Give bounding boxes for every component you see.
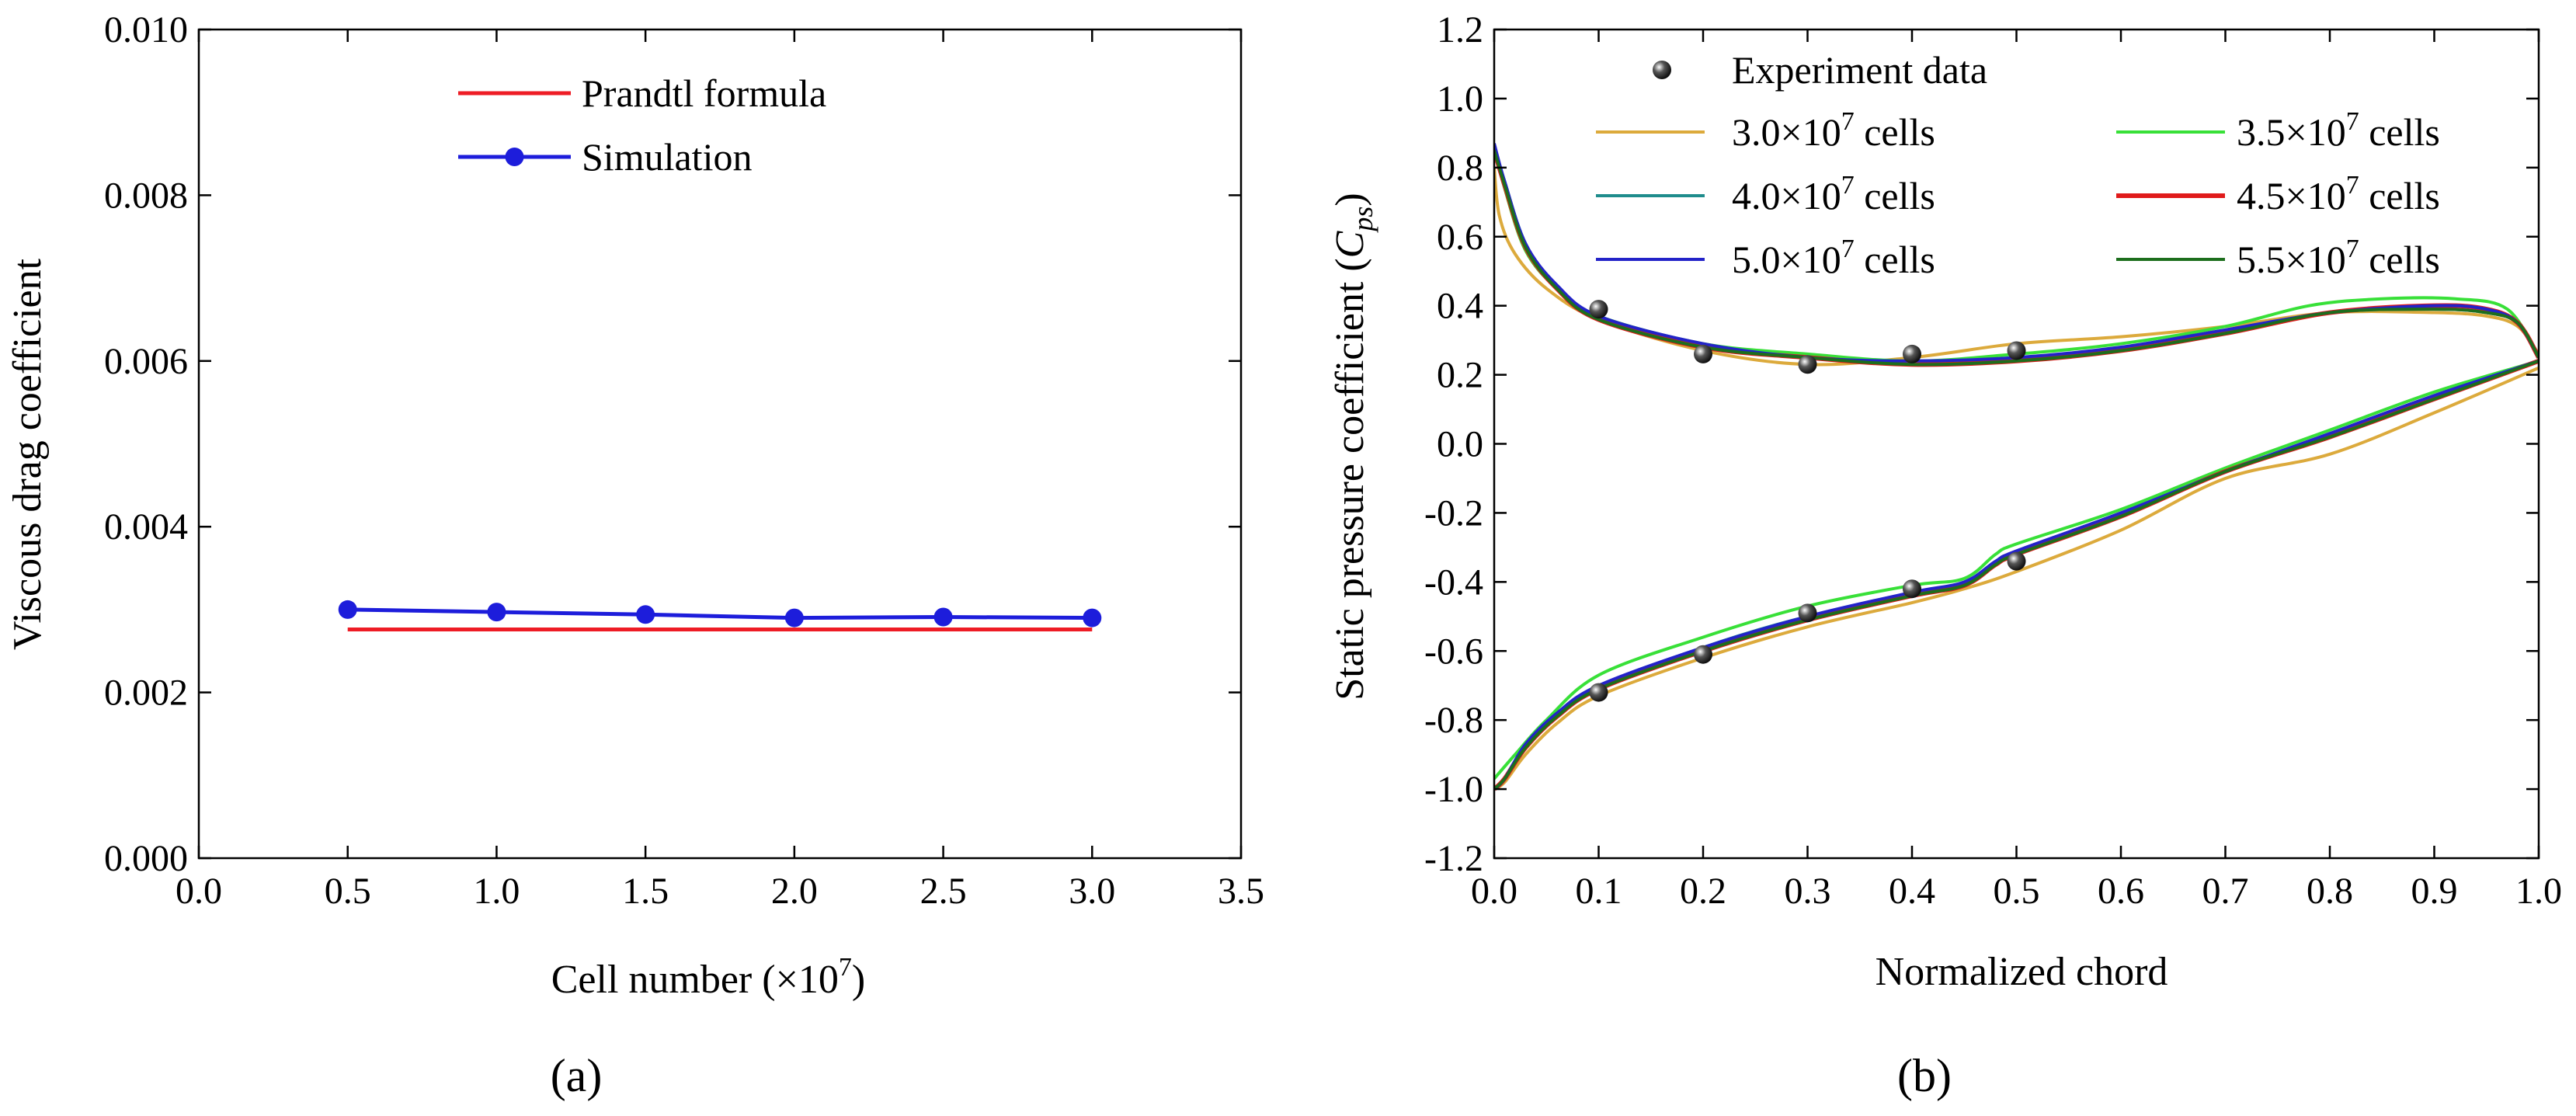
panel-b-x-tick-label: 1.0 [2515,871,2562,912]
panel-a-y-tick-label: 0.002 [104,673,188,714]
experiment-data-point [1903,579,1921,599]
legend-label-3.510-cells: 3.5×107 cells [2237,107,2440,154]
experiment-data-point [1589,683,1608,702]
panel-a-y-tick-label: 0.010 [104,9,188,50]
panel-b-x-tick-label: 0.7 [2202,871,2249,912]
simulation-point [487,603,506,622]
panel-b-y-tick-label: 0.8 [1437,148,1483,189]
panel-a-x-tick-label: 1.0 [473,871,520,912]
panel-b-y-tick-label: -0.6 [1424,631,1483,672]
panel-b-y-tick-label: -0.4 [1424,561,1483,603]
simulation-point [784,608,804,628]
panel-b-y-tick-label: 0.6 [1437,217,1483,258]
panel-b-x-tick-label: 0.5 [1994,871,2040,912]
experiment-data-point [2007,341,2026,360]
panel-b-y-tick-label: -0.8 [1424,700,1483,741]
experiment-data-point [1694,344,1712,363]
panel-a-x-axis-label: Cell number (×107) [551,953,865,1002]
panel-b-axes-frame [1493,28,2540,860]
panel-b-y-tick-label: -1.2 [1424,838,1483,879]
legend-label-5.510-cells: 5.5×107 cells [2237,235,2440,281]
panel-a-axes-frame [197,28,1243,860]
panel-a-x-tick-label: 2.0 [771,871,818,912]
series-lower-curve-3.510 [1494,359,2539,781]
panel-a-axes: 0.0 0.5 1.0 1.5 2.0 2.5 3.0 3.5 0.000 0.002 0.004 0… [104,9,1264,912]
panel-b-x-tick-label: 0.0 [1471,871,1517,912]
panel-a-label: (a) [551,1050,603,1101]
experiment-data-point [1589,300,1608,319]
panel-a-x-tick-label: 3.5 [1218,871,1264,912]
panel-a-y-tick-label: 0.006 [104,341,188,382]
panel-b-x-tick-label: 0.2 [1680,871,1726,912]
experiment-data-point [1798,603,1817,623]
series-lower-curve-4.510 [1494,358,2539,791]
legend-marker-experiment [1653,61,1671,79]
simulation-point [338,600,357,619]
panel-b-axes: 0.0 0.1 0.2 0.3 0.4 0.5 0.6 0.7 0.8 0.9 1.0 -1.2 -1.… [1424,9,2562,912]
simulation-point [636,605,655,624]
legend-label-prandtl-formula: Prandtl formula [582,71,826,115]
panel-a-x-tick-label: 2.5 [920,871,967,912]
series-lower-curve-5.510 [1494,359,2539,791]
panel-b-y-tick-label: 0.0 [1437,424,1483,465]
series-lower-curve-3.010 [1494,366,2539,791]
series-upper-curve-3.010 [1494,167,2539,367]
series-lower-curve-5.010 [1494,359,2539,791]
legend-label-4.010-cells: 4.0×107 cells [1732,171,1935,217]
panel-b-y-tick-label: 0.4 [1437,286,1483,327]
experiment-data-point [2007,551,2026,571]
panel-b-x-tick-label: 0.6 [2098,871,2144,912]
panel-b-label: (b) [1897,1050,1952,1101]
panel-b-x-tick-label: 0.9 [2411,871,2458,912]
panel-a-y-axis-label: Viscous drag coefficient [5,258,50,650]
panel-b-x-tick-label: 0.1 [1576,871,1622,912]
series-upper-curve-5.010 [1494,143,2539,363]
experiment-data-point [1903,344,1921,363]
simulation-point [933,607,953,627]
experiment-data-point [1798,355,1817,374]
panel-a-x-tick-label: 1.5 [622,871,669,912]
panel-a-y-tick-label: 0.004 [104,506,188,548]
panel-b-y-tick-label: -0.2 [1424,492,1483,534]
series-lower-curve-4.010 [1494,359,2539,791]
panel-b-y-tick-label: 0.2 [1437,355,1483,396]
panel-b-y-axis-label: Static pressure coefficient (Cps) [1328,193,1378,700]
panel-b-y-tick-label: 1.0 [1437,78,1483,120]
panel-b-legend: Experiment data 3.0×107 cells 3.5×107 cell… [1596,48,2440,281]
panel-b-x-tick-label: 0.8 [2307,871,2353,912]
panel-b-chart: 0.0 0.1 0.2 0.3 0.4 0.5 0.6 0.7 0.8 0.9 1.0 -1.2 -1.… [1328,9,2562,1101]
panel-b-plot-area [1494,143,2539,791]
legend-label-3.010-cells: 3.0×107 cells [1732,107,1935,154]
panel-a-y-tick-label: 0.008 [104,175,188,216]
legend-marker-simulation [505,148,524,166]
panel-b-y-tick-label: -1.0 [1424,769,1483,810]
legend-label-4.510-cells: 4.5×107 cells [2237,171,2440,217]
panel-b-x-axis-label: Normalized chord [1876,950,2168,994]
legend-label-experiment: Experiment data [1732,48,1987,92]
panel-a-plot-area [338,600,1102,632]
panel-a-x-tick-label: 3.0 [1069,871,1115,912]
simulation-point [1083,608,1102,628]
legend-label-5.010-cells: 5.0×107 cells [1732,235,1935,281]
panel-a-legend: Prandtl formula Simulation [458,71,826,179]
panel-a-x-tick-label: 0.5 [325,871,371,912]
panel-b-y-tick-label: 1.2 [1437,9,1483,50]
panel-b-x-tick-label: 0.3 [1785,871,1831,912]
legend-label-simulation: Simulation [582,135,752,179]
panel-a-chart: 0.0 0.5 1.0 1.5 2.0 2.5 3.0 3.5 0.000 0.002 0.004 0… [5,9,1264,1101]
panel-b-x-tick-label: 0.4 [1889,871,1935,912]
panel-b-curves [1494,143,2539,791]
panel-a-x-tick-label: 0.0 [176,871,222,912]
panel-a-y-tick-label: 0.000 [104,838,188,879]
experiment-data-point [1694,645,1712,664]
series-line-simulation [347,607,1093,621]
series-upper-curve-5.510 [1494,150,2539,367]
